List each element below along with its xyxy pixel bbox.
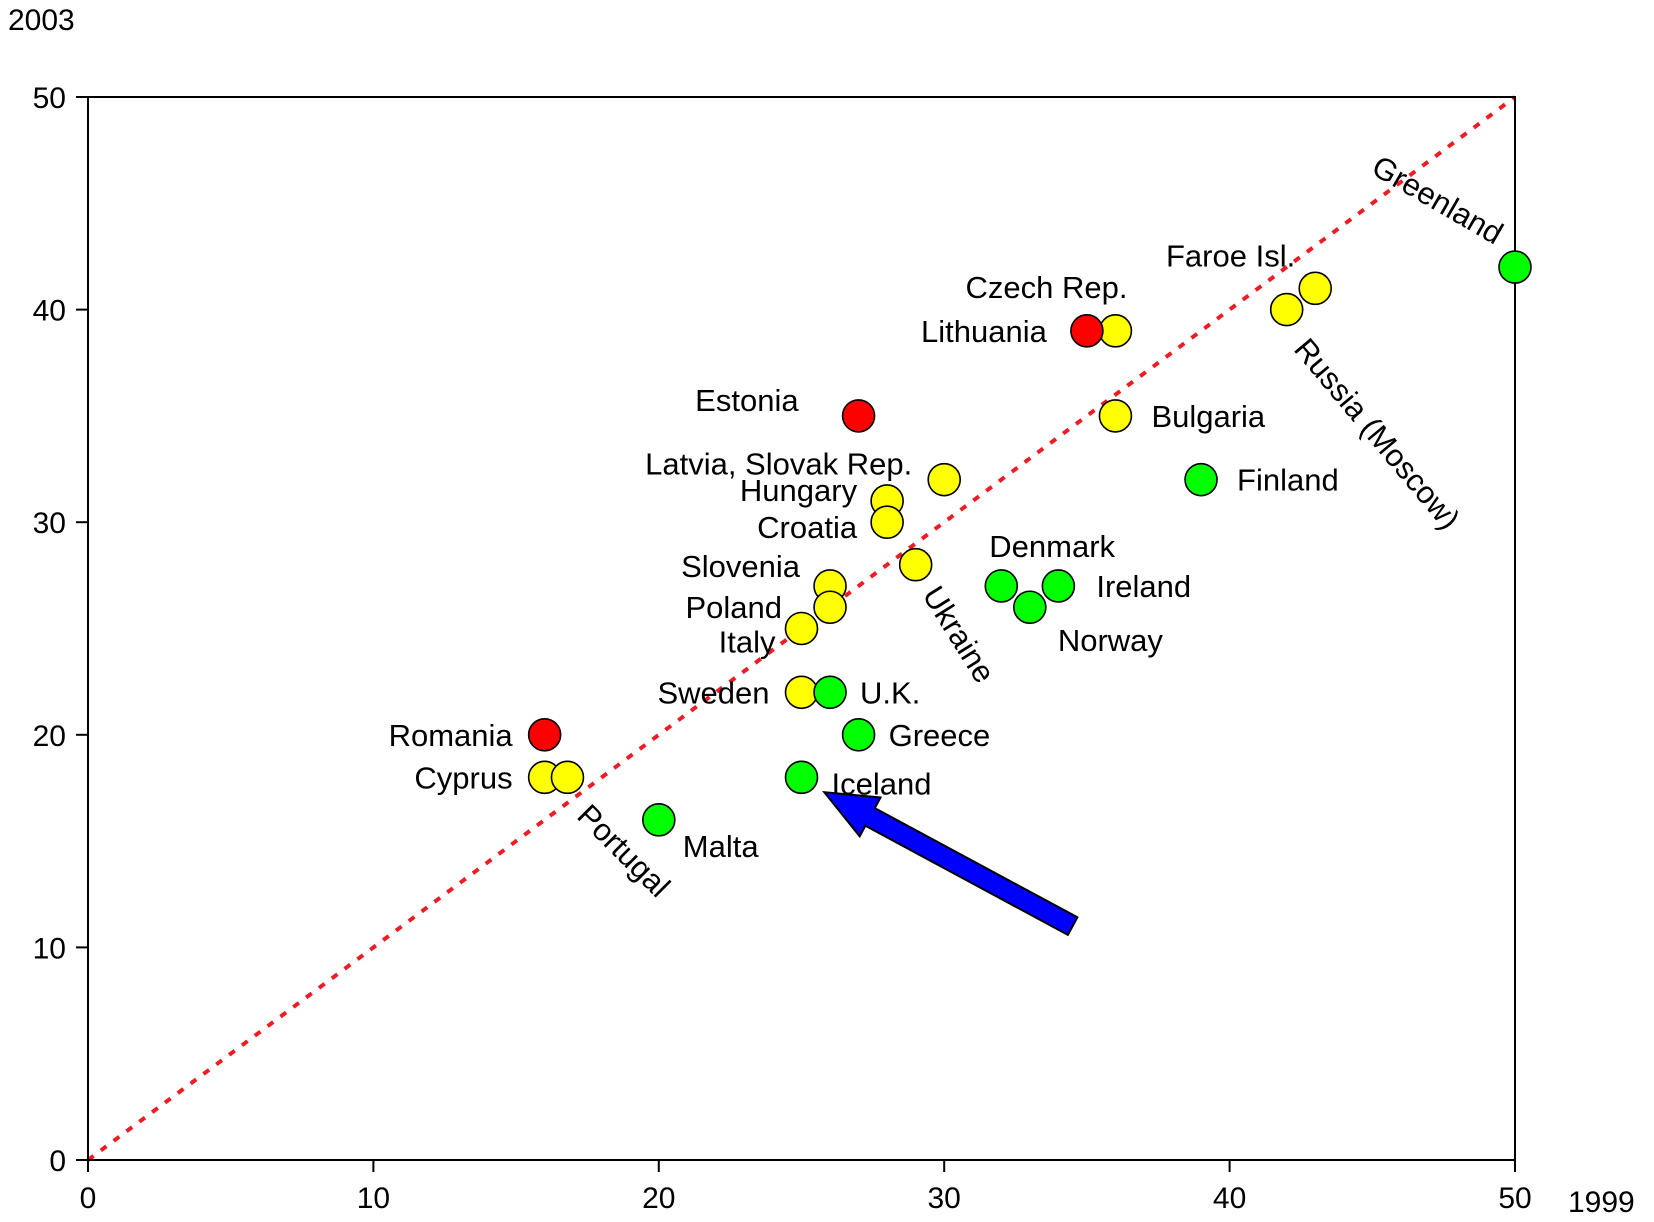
y-tick-label: 30 — [33, 507, 66, 540]
point-greece — [841, 717, 876, 752]
label-italy: Italy — [719, 625, 776, 660]
point-ireland — [1041, 569, 1076, 603]
point-finland — [1184, 462, 1218, 497]
x-axis-title: 1999 — [1568, 1186, 1635, 1219]
label-romania: Romania — [389, 718, 514, 753]
y-tick-label: 40 — [33, 295, 66, 328]
x-tick-label: 40 — [1213, 1182, 1246, 1215]
annotations — [822, 790, 1079, 937]
label-hungary: Hungary — [740, 473, 858, 508]
label-slovenia: Slovenia — [681, 549, 801, 584]
label-faroe-isl: Faroe Isl. — [1166, 238, 1295, 273]
point-italy — [784, 611, 819, 646]
x-tick-label: 30 — [928, 1182, 961, 1215]
data-points — [527, 250, 1532, 837]
label-lithuania: Lithuania — [921, 314, 1048, 349]
y-tick-label: 50 — [33, 82, 66, 115]
point-labels: Greenland Faroe Isl. Russia (Moscow) Czech … — [389, 148, 1509, 903]
label-estonia: Estonia — [695, 383, 799, 418]
x-tick-label: 50 — [1498, 1182, 1531, 1215]
label-bulgaria: Bulgaria — [1151, 399, 1265, 434]
plot-frame — [87, 96, 1516, 1161]
label-u-k: U.K. — [860, 675, 920, 710]
point-poland — [813, 590, 847, 625]
y-tick-label: 0 — [49, 1145, 66, 1178]
point-iceland — [784, 760, 819, 795]
point-u-k — [813, 675, 847, 710]
label-ireland: Ireland — [1096, 569, 1191, 604]
point-czech-rep — [1098, 314, 1133, 348]
point-croatia — [870, 505, 904, 540]
point-romania — [527, 717, 562, 752]
label-denmark: Denmark — [989, 529, 1115, 564]
y-tick-label: 10 — [33, 932, 66, 965]
label-greenland: Greenland — [1366, 148, 1509, 251]
label-croatia: Croatia — [757, 510, 858, 545]
label-cyprus: Cyprus — [414, 760, 512, 795]
label-greece: Greece — [889, 718, 991, 753]
point-faroe-isl — [1298, 271, 1333, 306]
arrow-annotation — [822, 790, 1079, 937]
label-finland: Finland — [1237, 463, 1339, 498]
y-axis-title: 2003 — [8, 4, 75, 37]
point-lithuania — [1070, 314, 1104, 348]
point-latvia-slovak-rep — [927, 462, 962, 497]
label-poland: Poland — [686, 590, 783, 625]
label-russia-moscow: Russia (Moscow) — [1287, 332, 1467, 537]
point-ukraine — [898, 547, 933, 582]
label-sweden: Sweden — [657, 675, 769, 710]
point-sweden — [784, 675, 819, 710]
point-estonia — [841, 399, 876, 433]
axes: 0 10 20 30 40 50 0 10 20 30 40 50 — [33, 82, 1532, 1215]
label-norway: Norway — [1058, 623, 1164, 658]
point-greenland — [1498, 250, 1532, 284]
point-norway — [1013, 590, 1047, 625]
point-portugal — [550, 760, 585, 795]
point-bulgaria — [1098, 399, 1133, 433]
x-tick-label: 10 — [357, 1182, 390, 1215]
label-czech-rep: Czech Rep. — [965, 270, 1127, 305]
label-malta: Malta — [683, 829, 760, 864]
point-denmark — [984, 569, 1019, 603]
label-latvia-slovak-rep: Latvia, Slovak Rep. — [645, 447, 912, 482]
y-tick-label: 20 — [33, 720, 66, 753]
x-tick-label: 0 — [80, 1182, 97, 1215]
point-russia-moscow — [1269, 292, 1304, 327]
point-malta — [641, 803, 676, 837]
x-tick-label: 20 — [642, 1182, 675, 1215]
